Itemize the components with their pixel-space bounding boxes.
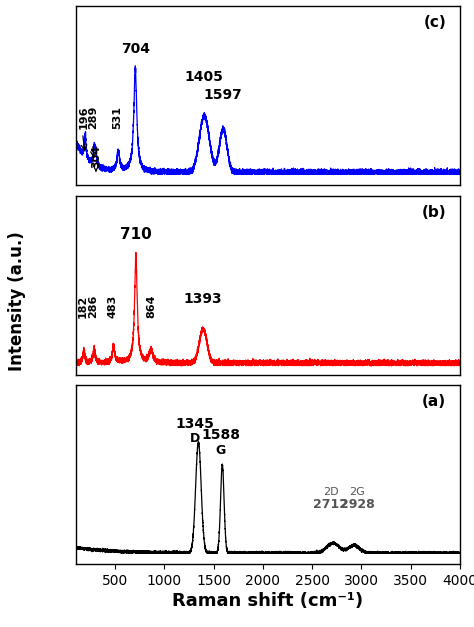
Text: 2G: 2G <box>349 487 365 497</box>
Text: 2D: 2D <box>323 487 338 497</box>
Text: 289: 289 <box>88 105 98 129</box>
Text: 182: 182 <box>77 295 87 318</box>
Text: 864: 864 <box>146 295 156 318</box>
Text: 196: 196 <box>79 105 89 129</box>
Text: Intensity (a.u.): Intensity (a.u.) <box>8 231 26 371</box>
Text: 286: 286 <box>88 295 98 318</box>
Text: D: D <box>190 433 200 445</box>
X-axis label: Raman shift (cm⁻¹): Raman shift (cm⁻¹) <box>172 592 364 610</box>
Text: G: G <box>215 444 226 456</box>
Text: 1405: 1405 <box>185 70 224 84</box>
Text: 1597: 1597 <box>204 88 243 102</box>
Text: 531: 531 <box>112 106 122 129</box>
Text: (a): (a) <box>422 394 447 409</box>
Text: 483: 483 <box>107 295 117 318</box>
Text: 704: 704 <box>121 42 150 56</box>
Text: 1393: 1393 <box>184 292 222 307</box>
Text: (b): (b) <box>422 205 447 220</box>
Text: 1588: 1588 <box>201 428 240 442</box>
Text: 2712: 2712 <box>313 498 348 512</box>
Text: 710: 710 <box>120 227 152 242</box>
Text: 2928: 2928 <box>340 498 375 512</box>
Text: (c): (c) <box>424 15 447 30</box>
Text: 304: 304 <box>91 145 101 168</box>
Text: 1345: 1345 <box>175 417 214 431</box>
